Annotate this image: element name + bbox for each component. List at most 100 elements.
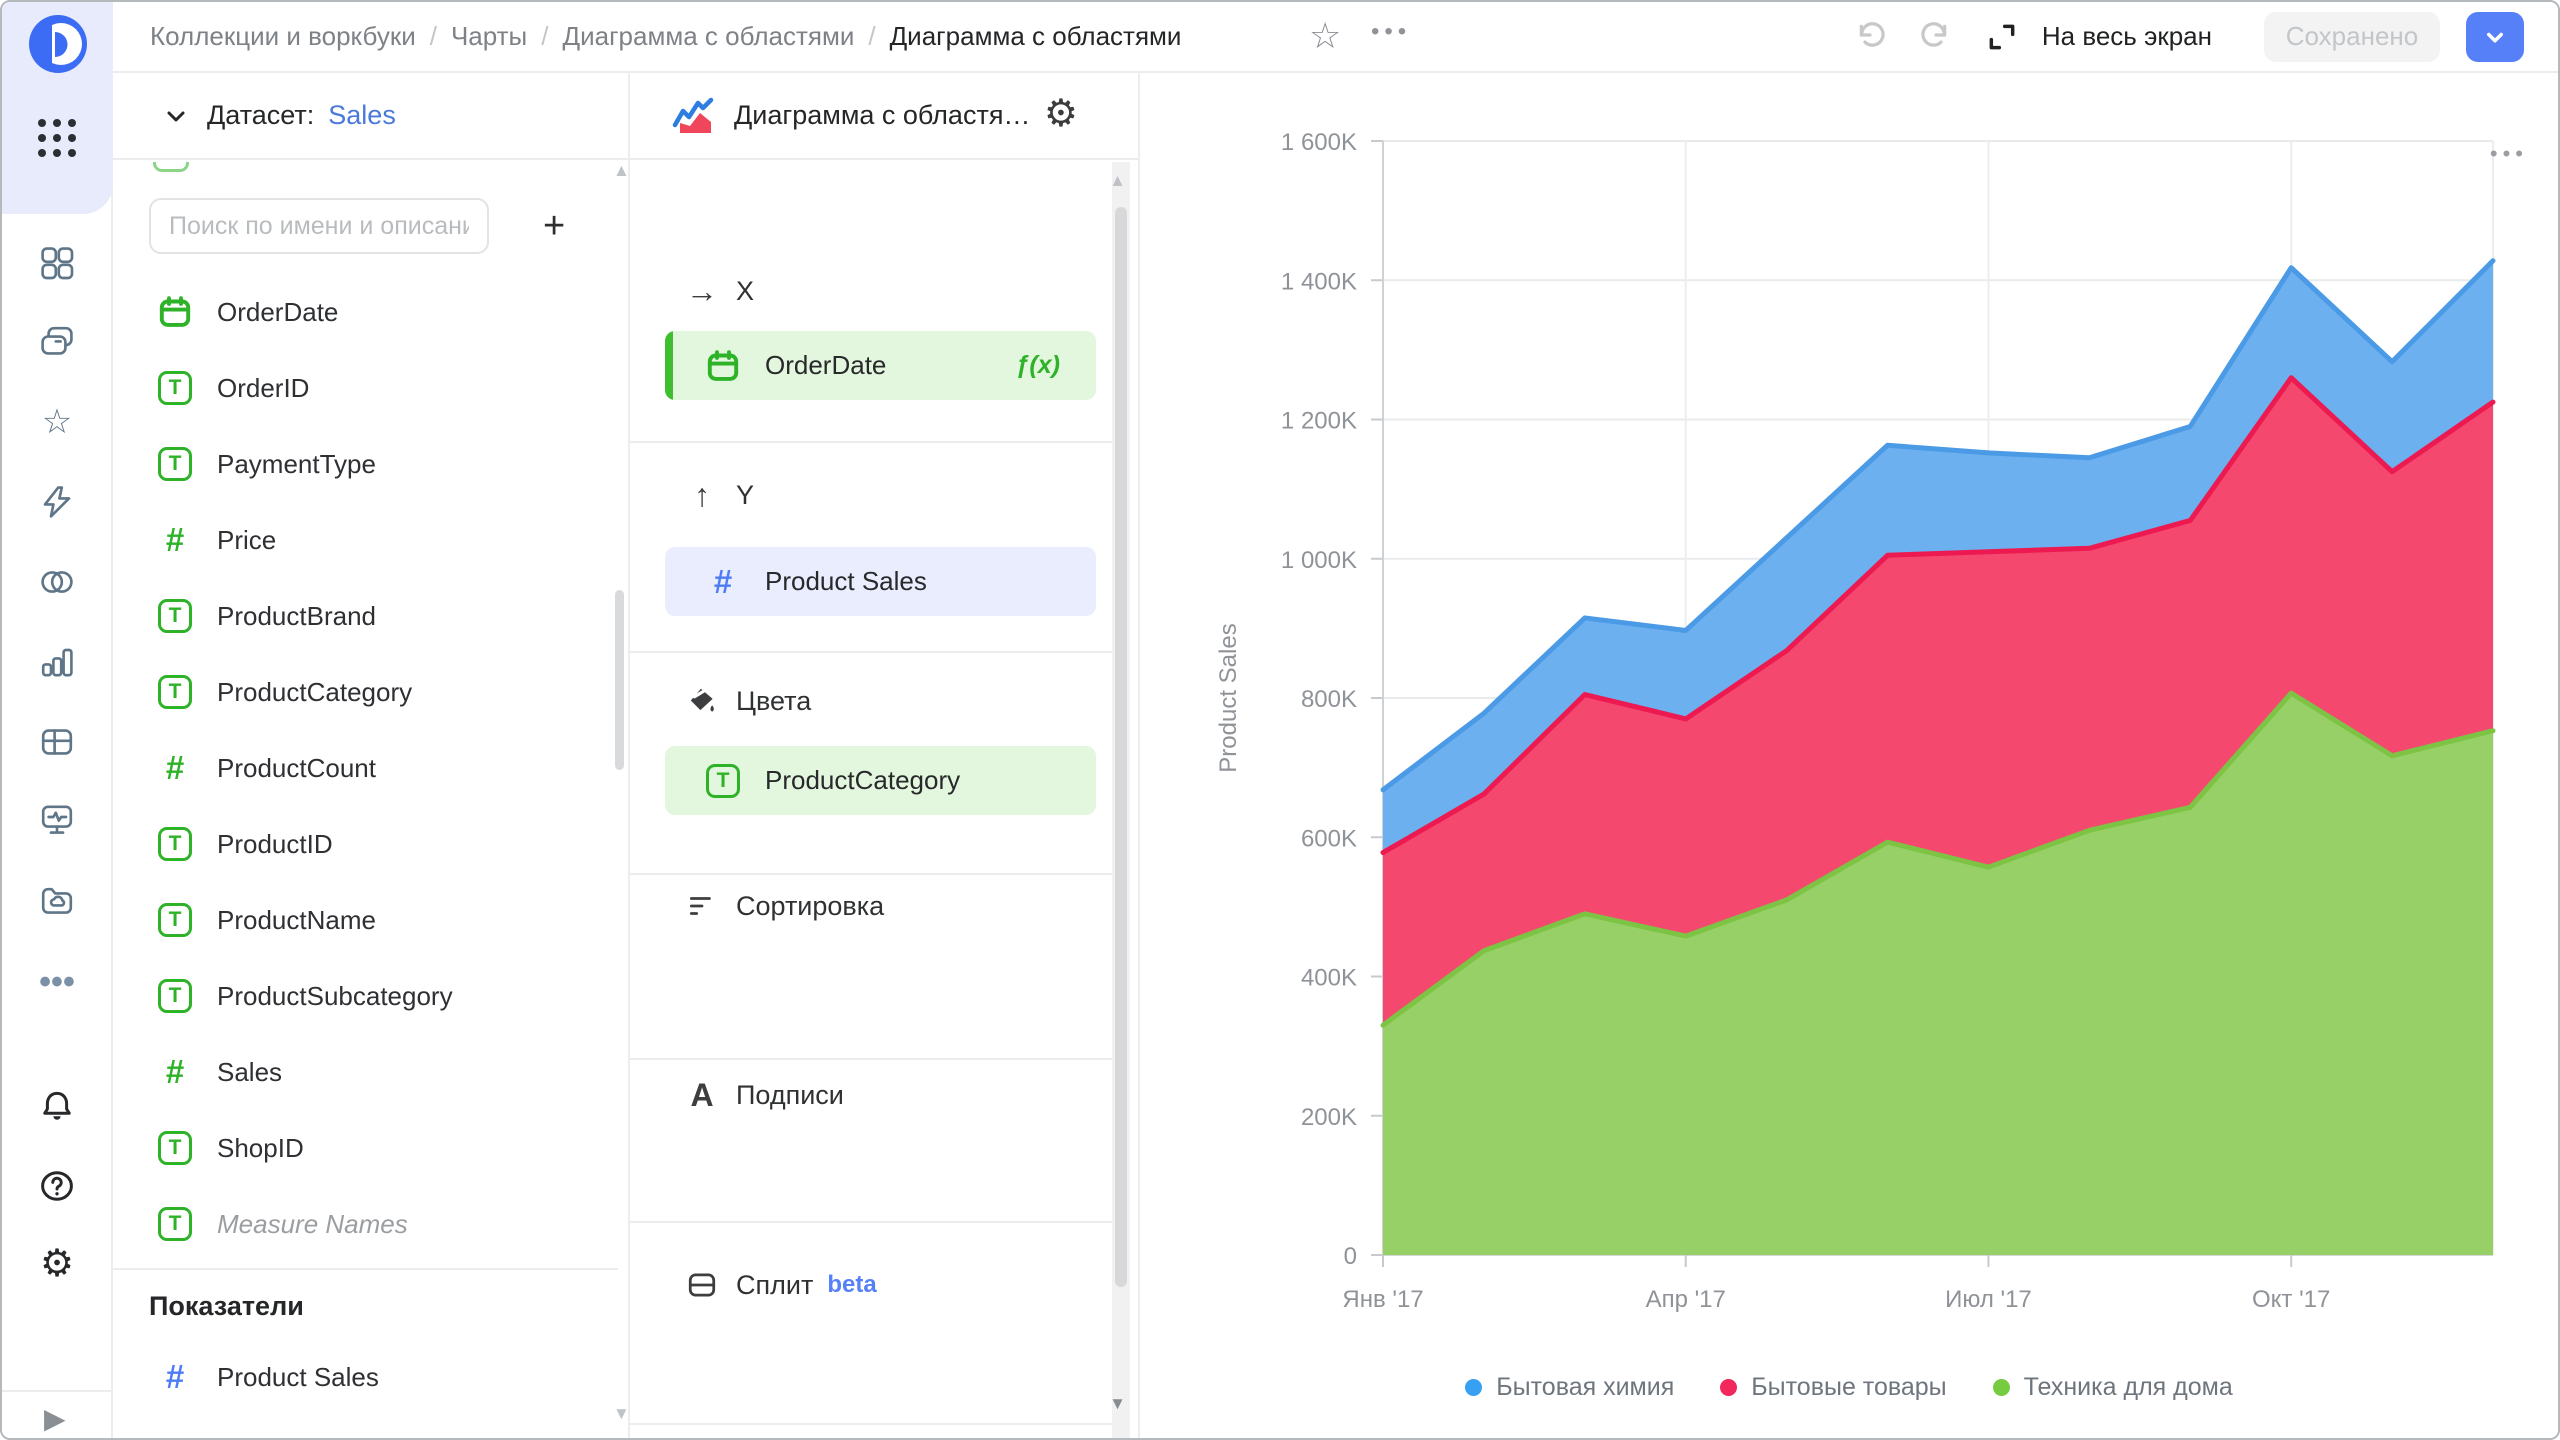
field-productid[interactable]: T ProductID <box>113 806 618 882</box>
field-measure-names[interactable]: T Measure Names <box>113 1186 618 1262</box>
top-bar: Коллекции и воркбуки / Чарты / Диаграмма с о… <box>113 2 2558 73</box>
field-sales[interactable]: # Sales <box>113 1034 618 1110</box>
svg-text:1 000K: 1 000K <box>1281 547 1357 574</box>
field-productbrand[interactable]: T ProductBrand <box>113 578 618 654</box>
sidebar-item-dashboards[interactable] <box>35 241 79 285</box>
datalens-logo-icon[interactable] <box>28 14 88 74</box>
formula-fx-icon[interactable]: ƒ(x) <box>1015 351 1060 379</box>
redo-icon[interactable] <box>1916 17 1956 57</box>
sidebar-item-more[interactable]: ••• <box>39 963 75 1001</box>
legend-dot-icon <box>1992 1379 2010 1396</box>
area-chart-type-icon[interactable] <box>670 93 716 139</box>
field-paymenttype[interactable]: T PaymentType <box>113 426 618 502</box>
field-orderid[interactable]: T OrderID <box>113 350 618 426</box>
breadcrumb-link[interactable]: Чарты <box>450 21 528 51</box>
field-orderdate[interactable]: OrderDate <box>113 274 618 350</box>
section-labels: A Подписи <box>682 1073 844 1117</box>
field-name: Sales <box>217 1056 283 1087</box>
sidebar-item-favorites[interactable]: ☆ <box>41 403 73 441</box>
sidebar-item-monitoring[interactable] <box>35 798 79 842</box>
settings-gear-icon[interactable]: ⚙ <box>39 1243 75 1285</box>
area-series[interactable] <box>1383 693 2493 1255</box>
scroll-up-icon[interactable]: ▲ <box>1109 171 1126 190</box>
breadcrumb-link[interactable]: Диаграмма с областями <box>562 21 855 51</box>
expand-sidebar-icon[interactable]: ▶ <box>44 1403 66 1434</box>
dataset-label: Датасет: <box>207 100 315 130</box>
arrow-up-icon: ↑ <box>694 477 710 513</box>
area-series[interactable] <box>1383 377 2493 1026</box>
notifications-bell-icon[interactable] <box>35 1084 79 1128</box>
more-actions-icon[interactable]: ••• <box>1371 18 1412 45</box>
legend-item[interactable]: Бытовая химия <box>1465 1373 1674 1402</box>
legend-label: Техника для дома <box>2023 1373 2233 1401</box>
sidebar-item-editor[interactable] <box>35 480 79 524</box>
labels-a-icon: A <box>690 1077 714 1113</box>
sidebar-item-tables[interactable] <box>35 720 79 764</box>
beta-badge: beta <box>827 1271 877 1298</box>
clipped-field-icon <box>153 162 189 172</box>
field-productcategory[interactable]: T ProductCategory <box>113 654 618 730</box>
series-line <box>1380 258 2496 793</box>
sidebar-item-collections[interactable] <box>35 320 79 364</box>
section-colors-label: Цвета <box>736 685 812 716</box>
chevron-down-icon[interactable] <box>161 101 191 131</box>
legend-dot-icon <box>1465 1379 1483 1396</box>
breadcrumb-link[interactable]: Коллекции и воркбуки <box>150 21 416 51</box>
dataset-scrollbar[interactable] <box>615 590 624 770</box>
measure-list: # Product Sales <box>113 1339 618 1415</box>
series-line <box>1380 690 2496 1028</box>
breadcrumb-current: Диаграмма с областями <box>889 21 1182 51</box>
field-shopid[interactable]: T ShopID <box>113 1110 618 1186</box>
field-product-sales[interactable]: # Product Sales <box>113 1339 618 1415</box>
color-field-chip[interactable]: T ProductCategory <box>665 746 1096 815</box>
calendar-icon <box>705 348 741 384</box>
breadcrumb-separator: / <box>429 21 437 51</box>
chart-settings-gear-icon[interactable]: ⚙ <box>1043 93 1078 135</box>
section-labels-label: Подписи <box>736 1079 844 1110</box>
legend-item[interactable]: Бытовые товары <box>1720 1373 1947 1402</box>
field-name: ProductID <box>217 828 333 859</box>
fullscreen-icon[interactable] <box>1982 17 2022 57</box>
text-icon: T <box>157 599 193 633</box>
area-series[interactable] <box>1383 260 2493 853</box>
section-divider <box>630 441 1114 443</box>
field-price[interactable]: # Price <box>113 502 618 578</box>
text-icon: T <box>157 675 193 709</box>
favorite-star-icon[interactable]: ☆ <box>1309 15 1342 56</box>
chart-context-menu-icon[interactable]: ••• <box>2489 141 2528 166</box>
field-productsubcategory[interactable]: T ProductSubcategory <box>113 958 618 1034</box>
svg-text:Июл '17: Июл '17 <box>1945 1286 2032 1313</box>
add-field-button[interactable]: + <box>543 205 566 247</box>
save-dropdown-button[interactable] <box>2466 11 2524 62</box>
field-search-input[interactable] <box>149 198 489 254</box>
sidebar-item-charts[interactable] <box>35 640 79 684</box>
breadcrumb-separator: / <box>868 21 876 51</box>
sidebar-item-datasets[interactable] <box>35 560 79 604</box>
fullscreen-label[interactable]: На весь экран <box>2041 21 2212 51</box>
number-icon: # <box>165 1358 185 1395</box>
config-scrollbar-thumb[interactable] <box>1115 207 1127 1287</box>
field-name: Price <box>217 524 277 555</box>
calendar-icon <box>157 294 193 330</box>
legend-item[interactable]: Техника для дома <box>1992 1373 2233 1402</box>
x-field-chip[interactable]: OrderDate ƒ(x) <box>665 331 1096 400</box>
scroll-up-icon[interactable]: ▲ <box>613 161 630 180</box>
field-productcount[interactable]: # ProductCount <box>113 730 618 806</box>
field-productname[interactable]: T ProductName <box>113 882 618 958</box>
scroll-down-icon[interactable]: ▼ <box>613 1404 630 1423</box>
help-icon[interactable] <box>35 1164 79 1208</box>
dataset-name-link[interactable]: Sales <box>328 100 396 130</box>
field-name: ProductBrand <box>217 600 376 631</box>
section-sort-label: Сортировка <box>736 890 885 921</box>
chart-preview-panel: 0 200K 400K 600K 800K 1 000K 1 200K 1 400K 1 600… <box>1140 73 2558 1438</box>
scroll-down-icon[interactable]: ▼ <box>1109 1394 1126 1413</box>
field-name: PaymentType <box>217 448 376 479</box>
y-field-chip[interactable]: # Product Sales <box>665 547 1096 616</box>
sidebar-item-storage[interactable] <box>35 878 79 922</box>
section-x: → X <box>682 269 754 313</box>
undo-icon[interactable] <box>1850 17 1890 57</box>
all-services-grid-icon[interactable] <box>35 116 79 160</box>
color-field-name: ProductCategory <box>765 765 961 795</box>
save-button[interactable]: Сохранено <box>2264 11 2440 62</box>
text-icon: T <box>157 1207 193 1241</box>
